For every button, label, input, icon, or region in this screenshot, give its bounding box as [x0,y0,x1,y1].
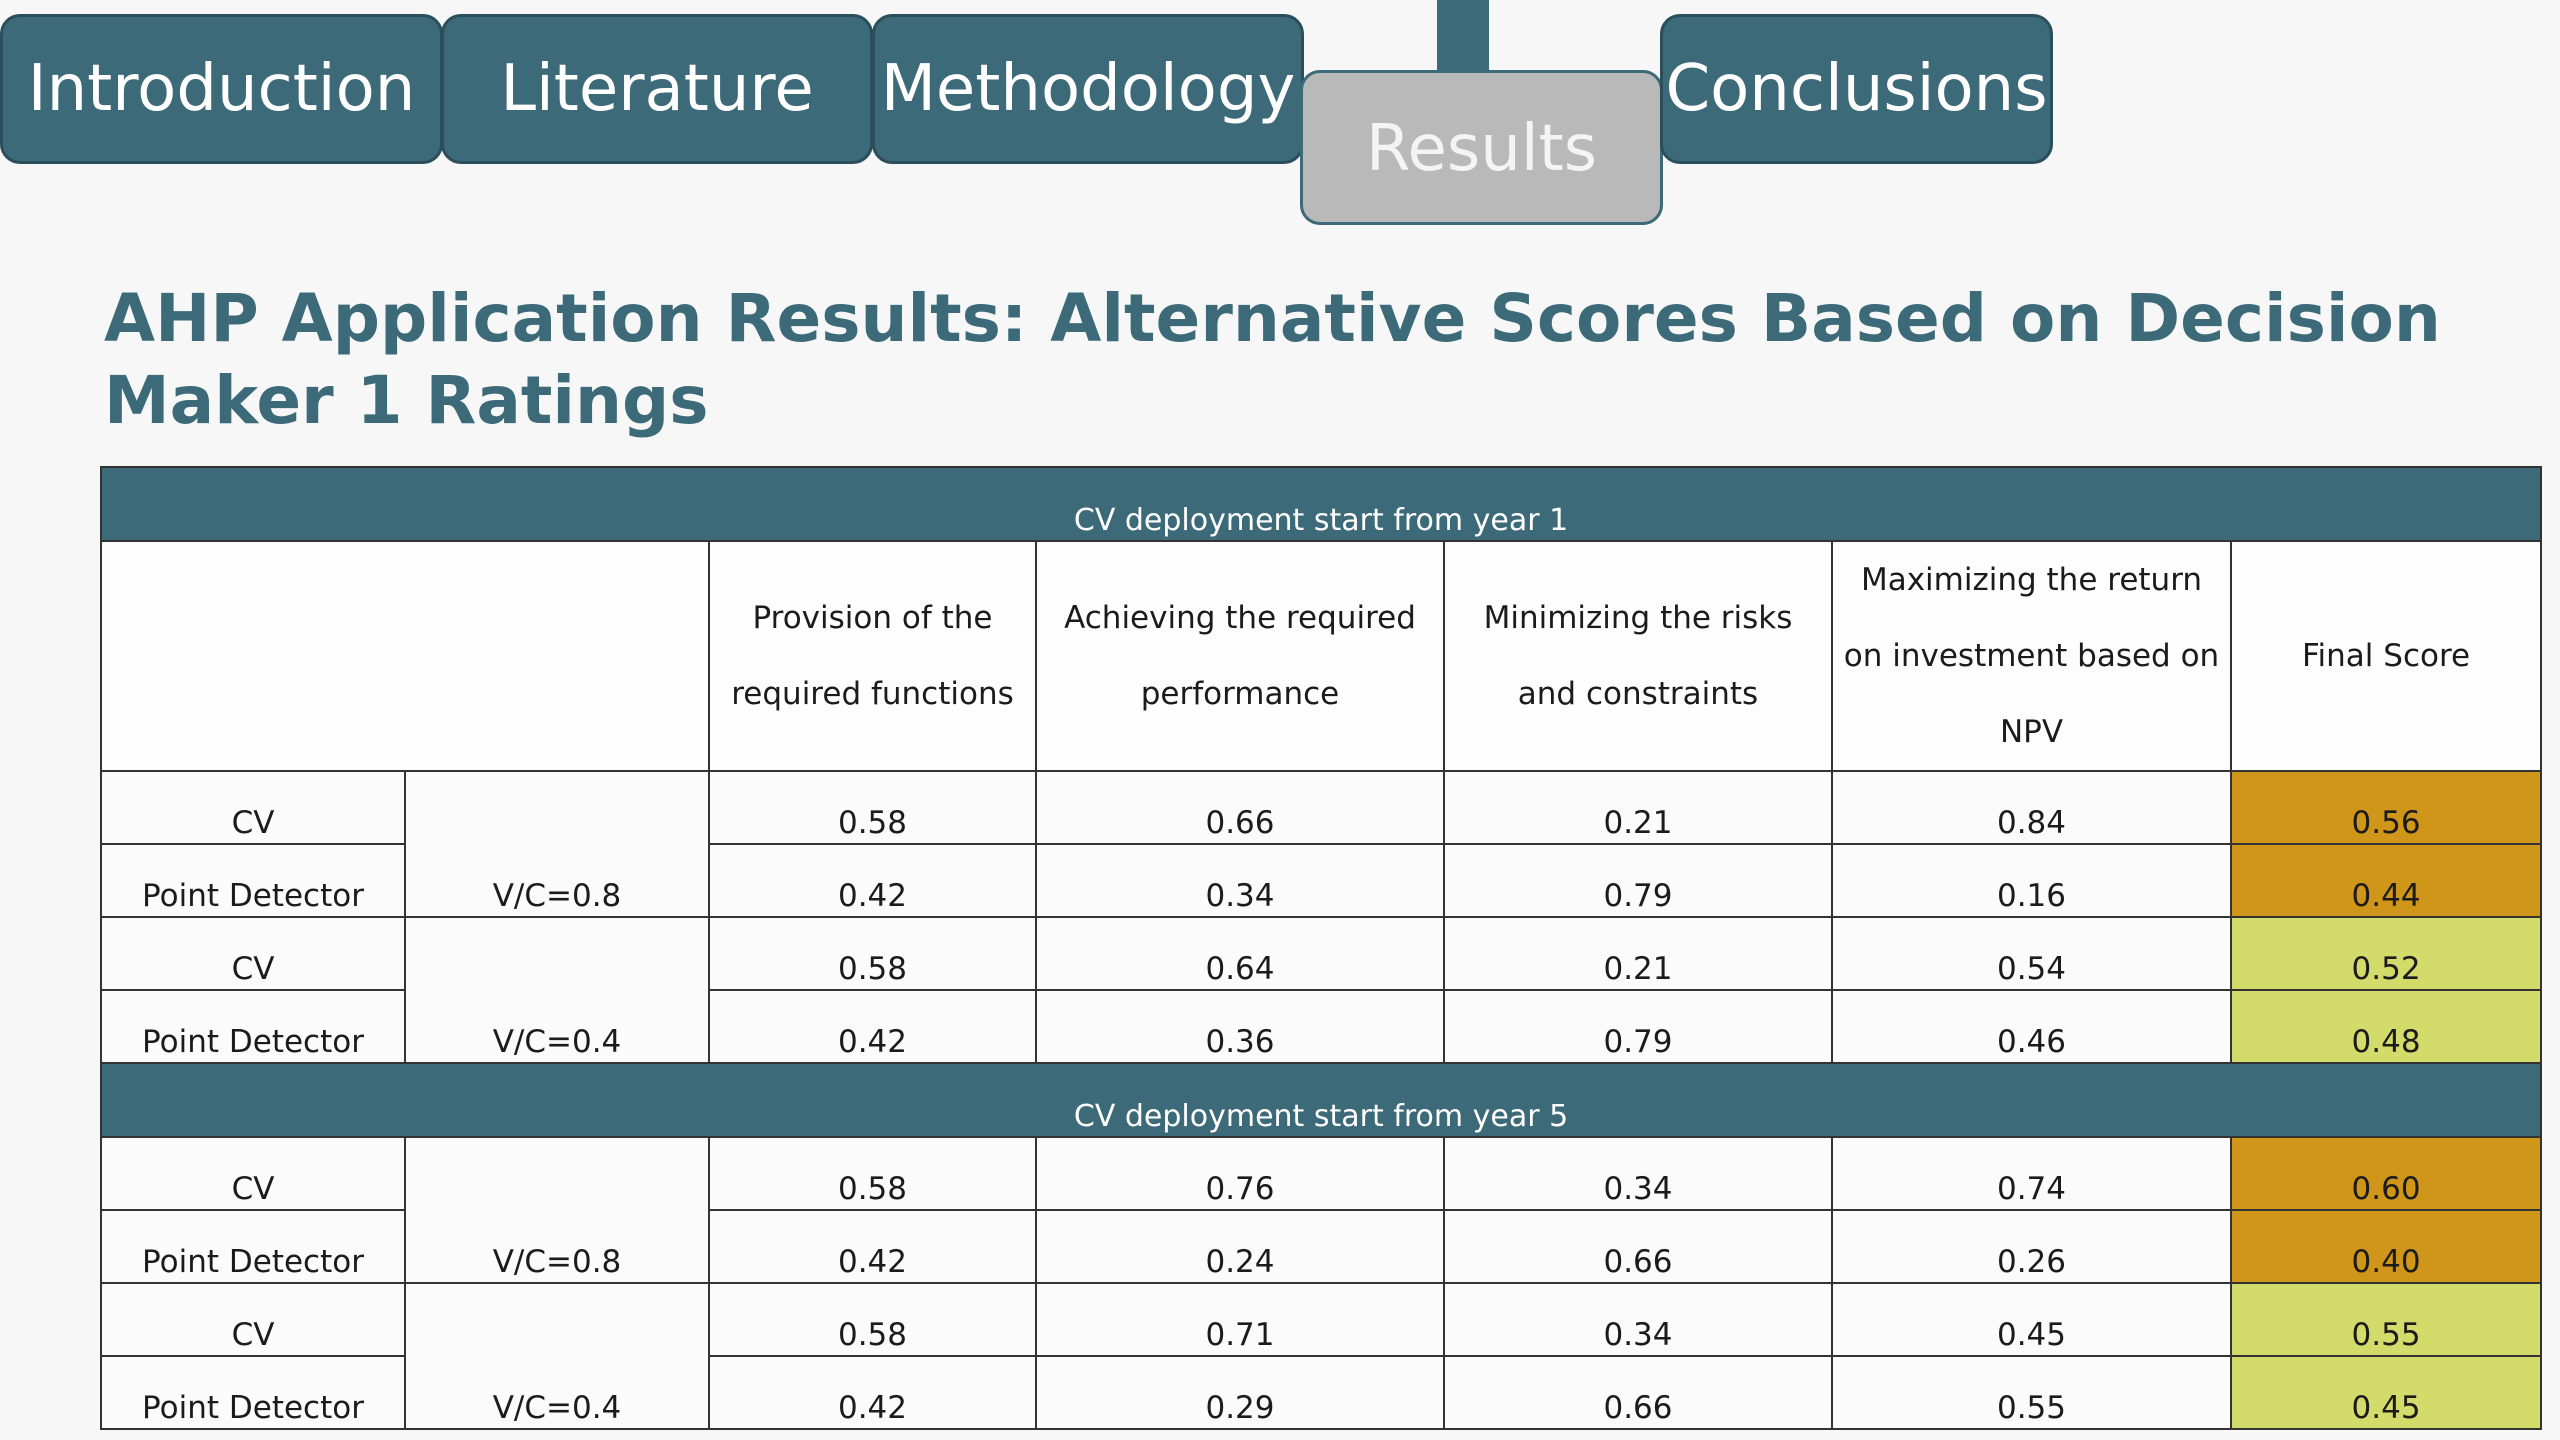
table-cell: 0.66 [1443,1355,1833,1430]
alternative-label: CV [100,1282,406,1357]
table-cell: 0.55 [1831,1355,2232,1430]
section-label: CV deployment start from year 5 [99,1062,2543,1138]
final-score-cell: 0.60 [2229,1136,2543,1211]
table-cell: 0.64 [1035,916,1445,991]
alternative-label: Point Detector [100,989,406,1064]
table-cell: 0.42 [708,989,1037,1064]
table-cell: 0.79 [1443,989,1833,1064]
table-row: Point Detector 0.42 0.34 0.79 0.16 0.44 [100,843,2543,918]
final-score-cell: 0.45 [2229,1355,2543,1430]
table-cell: 0.45 [1831,1282,2232,1357]
section-header-year-1: CV deployment start from year 1 [99,466,2543,542]
table-cell: 0.21 [1443,916,1833,991]
table-cell: 0.42 [708,1355,1037,1430]
tab-literature[interactable]: Literature [441,14,873,164]
tab-conclusions[interactable]: Conclusions [1660,14,2053,164]
table-cell: 0.58 [708,916,1037,991]
scenario-label: V/C=0.8 [404,770,710,918]
table-row: CV V/C=0.4 0.58 0.64 0.21 0.54 0.52 [100,916,2543,1064]
table-row: Point Detector 0.42 0.36 0.79 0.46 0.48 [100,989,2543,1064]
empty-header-cell [100,540,710,772]
tab-connector [1437,0,1489,72]
table-cell: 0.34 [1035,843,1445,918]
table-cell: 0.34 [1443,1282,1833,1357]
final-score-cell: 0.56 [2229,770,2543,845]
final-score-cell: 0.52 [2229,916,2543,991]
alternative-label: CV [100,916,406,991]
alternative-label: Point Detector [100,843,406,918]
tab-introduction[interactable]: Introduction [0,14,443,164]
table-cell: 0.79 [1443,843,1833,918]
table-cell: 0.46 [1831,989,2232,1064]
results-table: CV deployment start from year 1 Provisio… [99,466,2543,1430]
column-header: Minimizing the risks and constraints [1443,540,1833,772]
slide-title: AHP Application Results: Alternative Sco… [104,280,2441,439]
section-header-year-5: CV deployment start from year 5 [99,1062,2543,1138]
table-cell: 0.26 [1831,1209,2232,1284]
column-header-row: Provision of the required functions Achi… [100,540,2543,772]
tab-methodology[interactable]: Methodology [872,14,1304,164]
alternative-label: CV [100,770,406,845]
final-score-cell: 0.44 [2229,843,2543,918]
table-row: Point Detector 0.42 0.24 0.66 0.26 0.40 [100,1209,2543,1284]
table-row: CV V/C=0.8 0.58 0.76 0.34 0.74 0.60 [100,1136,2543,1284]
alternative-label: Point Detector [100,1355,406,1430]
table-cell: 0.42 [708,843,1037,918]
table-cell: 0.16 [1831,843,2232,918]
table-cell: 0.66 [1035,770,1445,845]
column-header: Provision of the required functions [708,540,1037,772]
final-score-cell: 0.48 [2229,989,2543,1064]
column-header: Maximizing the return on investment base… [1831,540,2232,772]
table-row: CV V/C=0.4 0.58 0.71 0.34 0.45 0.55 [100,1282,2543,1430]
scenario-label: V/C=0.4 [404,1282,710,1430]
table-cell: 0.66 [1443,1209,1833,1284]
table-cell: 0.21 [1443,770,1833,845]
table-cell: 0.84 [1831,770,2232,845]
section-label: CV deployment start from year 1 [99,466,2543,542]
column-header: Achieving the required performance [1035,540,1445,772]
alternative-label: Point Detector [100,1209,406,1284]
table-row: CV V/C=0.8 0.58 0.66 0.21 0.84 0.56 [100,770,2543,918]
table-cell: 0.58 [708,1136,1037,1211]
table-cell: 0.42 [708,1209,1037,1284]
table-cell: 0.54 [1831,916,2232,991]
table-cell: 0.58 [708,770,1037,845]
table-cell: 0.29 [1035,1355,1445,1430]
table-cell: 0.34 [1443,1136,1833,1211]
table-cell: 0.74 [1831,1136,2232,1211]
table-cell: 0.36 [1035,989,1445,1064]
table-cell: 0.24 [1035,1209,1445,1284]
scenario-label: V/C=0.4 [404,916,710,1064]
final-score-cell: 0.55 [2229,1282,2543,1357]
table-cell: 0.58 [708,1282,1037,1357]
table-cell: 0.76 [1035,1136,1445,1211]
column-header-final-score: Final Score [2229,540,2543,772]
tab-results[interactable]: Results [1300,70,1663,225]
scenario-label: V/C=0.8 [404,1136,710,1284]
alternative-label: CV [100,1136,406,1211]
table-row: Point Detector 0.42 0.29 0.66 0.55 0.45 [100,1355,2543,1430]
table-cell: 0.71 [1035,1282,1445,1357]
final-score-cell: 0.40 [2229,1209,2543,1284]
